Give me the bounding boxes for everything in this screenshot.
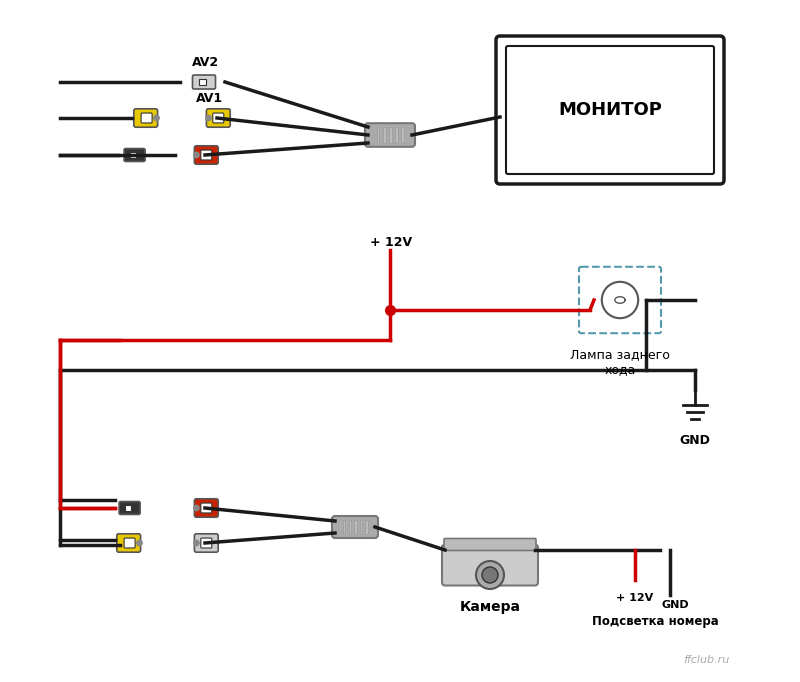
Circle shape [137,540,142,546]
Circle shape [602,282,638,318]
Circle shape [194,152,199,158]
FancyBboxPatch shape [444,539,536,550]
Text: AV1: AV1 [197,91,223,104]
FancyBboxPatch shape [141,113,152,123]
Text: Камера: Камера [459,600,521,614]
Text: Лампа заднего
хода: Лампа заднего хода [570,348,670,376]
Bar [354,520,357,534]
FancyBboxPatch shape [134,109,158,128]
Text: + 12V: + 12V [370,237,412,250]
Text: Подсветка номера: Подсветка номера [592,615,718,628]
FancyBboxPatch shape [213,113,224,123]
FancyBboxPatch shape [201,150,212,160]
FancyBboxPatch shape [194,146,218,164]
Circle shape [482,567,498,583]
Circle shape [476,561,504,589]
Bar [389,128,392,143]
FancyBboxPatch shape [442,544,538,586]
Bar [199,78,206,85]
Bar [395,128,398,143]
FancyBboxPatch shape [124,538,135,548]
FancyBboxPatch shape [506,46,714,174]
FancyBboxPatch shape [365,123,415,147]
Bar [377,128,379,143]
Text: ffclub.ru: ffclub.ru [684,655,730,665]
FancyBboxPatch shape [496,36,724,184]
FancyBboxPatch shape [119,501,140,514]
Text: МОНИТОР: МОНИТОР [558,101,662,119]
Circle shape [194,540,199,546]
Bar [349,520,351,534]
Bar [402,128,404,143]
FancyBboxPatch shape [201,538,212,548]
Circle shape [154,115,159,121]
Text: GND: GND [661,600,689,610]
FancyBboxPatch shape [194,499,218,517]
FancyBboxPatch shape [206,109,230,128]
FancyBboxPatch shape [193,75,215,89]
Text: AV2: AV2 [191,55,218,68]
Text: + 12V: + 12V [616,593,654,603]
Bar [366,520,368,534]
Bar [383,128,386,143]
FancyBboxPatch shape [124,149,145,162]
FancyBboxPatch shape [579,267,661,333]
Bar [130,152,136,158]
FancyBboxPatch shape [201,503,212,513]
FancyBboxPatch shape [117,534,141,552]
Bar [360,520,362,534]
FancyBboxPatch shape [332,516,378,538]
Circle shape [206,115,211,121]
Text: GND: GND [679,434,710,447]
Bar [343,520,346,534]
Bar [125,505,131,511]
Circle shape [194,505,199,511]
FancyBboxPatch shape [194,534,218,552]
